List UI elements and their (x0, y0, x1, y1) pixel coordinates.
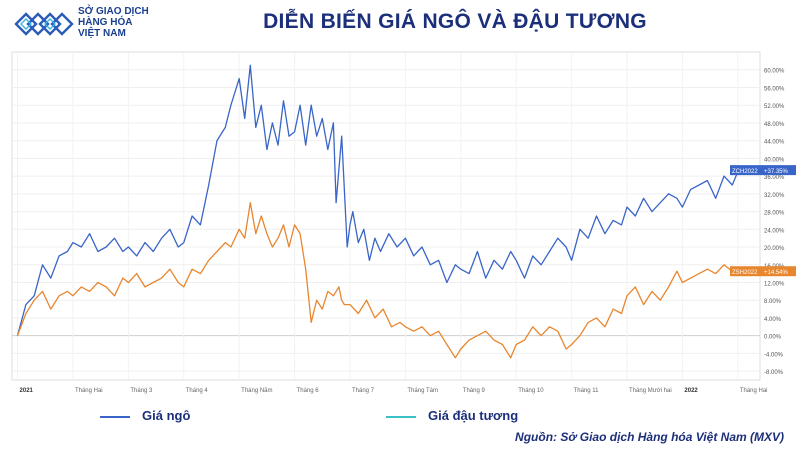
x-tick-label: Tháng 3 (130, 388, 153, 394)
y-tick-label: 24.00% (764, 228, 785, 234)
x-tick-label: Tháng 4 (186, 388, 209, 394)
legend-label-corn: Giá ngô (142, 408, 191, 423)
legend-item-soy: Giá đậu tương (386, 408, 518, 423)
y-tick-label: 52.00% (764, 104, 785, 110)
series-line-zch2022 (16, 64, 747, 336)
x-tick-label: Tháng Năm (241, 388, 272, 394)
x-tick-label: Tháng 11 (574, 388, 600, 394)
y-tick-label: 36.00% (764, 175, 785, 181)
logo-line: HÀNG HÓA (78, 17, 133, 28)
logo-text: SỞ GIAO DỊCH HÀNG HÓA VIỆT NAM (78, 6, 149, 39)
x-tick-label: Tháng 9 (463, 388, 486, 394)
y-tick-label: -4.00% (764, 352, 784, 358)
y-tick-label: 44.00% (764, 140, 785, 146)
page-title: DIỄN BIẾN GIÁ NGÔ VÀ ĐẬU TƯƠNG (263, 10, 647, 33)
header: SỞ GIAO DỊCH HÀNG HÓA VIỆT NAM DIỄN BIẾN… (0, 0, 800, 50)
x-tick-label: Tháng Tám (407, 388, 438, 394)
legend-swatch-corn (100, 415, 130, 418)
end-label-zch2022: ZCH2022 +37.35% (730, 165, 796, 176)
x-tick-label: 2022 (684, 388, 698, 394)
x-tick-label: Tháng 10 (518, 388, 544, 394)
x-tick-label: Tháng Hai (740, 388, 768, 394)
y-tick-label: 20.00% (764, 246, 785, 252)
y-tick-label: 4.00% (764, 317, 782, 323)
end-label-box (730, 266, 796, 277)
end-label-value: +14.54% (764, 270, 789, 276)
mxv-logo-icon (14, 12, 74, 36)
end-label-box (730, 165, 796, 176)
y-tick-label: 40.00% (764, 157, 785, 163)
end-label-value: +37.35% (764, 169, 789, 175)
series-line-zsh2022 (16, 202, 747, 359)
source-note: Nguồn: Sở Giao dịch Hàng hóa Việt Nam (M… (515, 430, 784, 444)
x-tick-label: Tháng 6 (297, 388, 320, 394)
end-label-zsh2022: ZSH2022 +14.54% (730, 266, 796, 277)
x-tick-label: Tháng Mười hai (629, 388, 672, 394)
logo-line: VIỆT NAM (78, 28, 126, 39)
plot-frame (11, 51, 761, 381)
y-tick-label: 8.00% (764, 299, 782, 305)
y-tick-label: -8.00% (764, 370, 784, 376)
end-label-name: ZCH2022 (732, 169, 758, 175)
legend-swatch-soy (386, 415, 416, 418)
y-tick-label: 56.00% (764, 86, 785, 92)
y-tick-label: 28.00% (764, 211, 785, 217)
x-tick-label: 2021 (20, 388, 34, 394)
y-tick-label: 60.00% (764, 69, 785, 75)
y-tick-label: 0.00% (764, 335, 782, 341)
legend-label-soy: Giá đậu tương (428, 408, 519, 423)
x-tick-label: Tháng Hai (75, 388, 103, 394)
y-tick-label: 12.00% (764, 281, 785, 287)
price-chart: -8.00%-4.00%0.00%4.00%8.00%12.00%16.00%2… (11, 51, 796, 394)
y-tick-label: 48.00% (764, 122, 785, 128)
end-label-name: ZSH2022 (732, 270, 758, 276)
x-tick-label: Tháng 7 (352, 388, 375, 394)
legend-item-corn: Giá ngô (100, 408, 190, 423)
y-tick-label: 32.00% (764, 193, 785, 199)
logo-line: SỞ GIAO DỊCH (78, 6, 149, 17)
